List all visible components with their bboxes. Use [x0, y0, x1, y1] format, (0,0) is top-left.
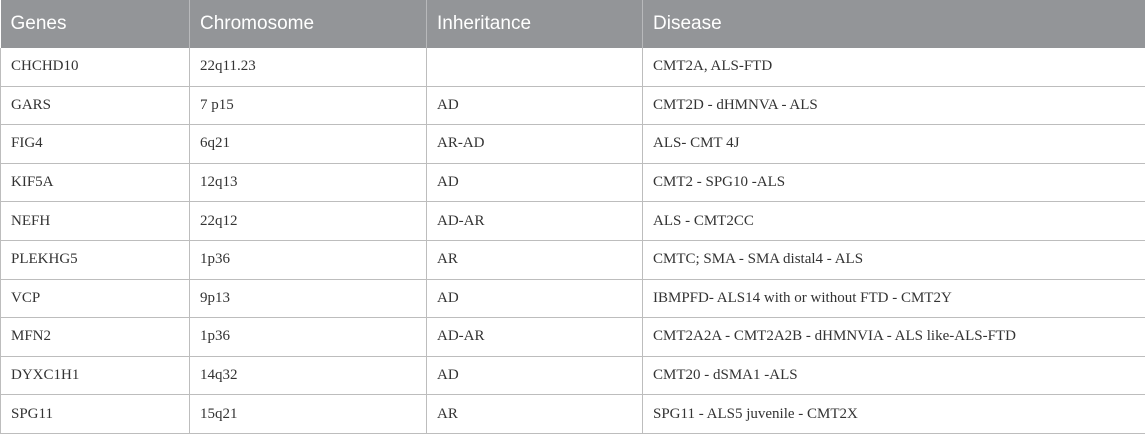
cell-chromosome: 22q12	[189, 201, 427, 241]
cell-gene: GARS	[0, 86, 190, 126]
cell-chromosome: 1p36	[189, 240, 427, 280]
cell-disease: CMT2A, ALS-FTD	[642, 48, 1145, 87]
cell-disease: CMT20 - dSMA1 -ALS	[642, 356, 1145, 396]
table-row: SPG11 15q21 AR SPG11 - ALS5 juvenile - C…	[0, 394, 1145, 434]
table-body: CHCHD10 22q11.23 CMT2A, ALS-FTD GARS 7 p…	[0, 48, 1145, 434]
table-row: FIG4 6q21 AR-AD ALS- CMT 4J	[0, 124, 1145, 164]
cell-inheritance: AR-AD	[426, 124, 643, 164]
cell-inheritance: AD-AR	[426, 201, 643, 241]
cell-chromosome: 14q32	[189, 356, 427, 396]
cell-gene: SPG11	[0, 394, 190, 434]
table-row: MFN2 1p36 AD-AR CMT2A2A - CMT2A2B - dHMN…	[0, 317, 1145, 357]
cell-chromosome: 7 p15	[189, 86, 427, 126]
cell-inheritance: AD-AR	[426, 317, 643, 357]
table-row: NEFH 22q12 AD-AR ALS - CMT2CC	[0, 201, 1145, 241]
table-row: CHCHD10 22q11.23 CMT2A, ALS-FTD	[0, 48, 1145, 87]
cell-disease: ALS- CMT 4J	[642, 124, 1145, 164]
cell-inheritance: AD	[426, 279, 643, 319]
cell-gene: CHCHD10	[0, 48, 190, 87]
column-header-genes: Genes	[0, 0, 190, 48]
column-header-chromosome: Chromosome	[189, 0, 427, 48]
table-row: KIF5A 12q13 AD CMT2 - SPG10 -ALS	[0, 163, 1145, 203]
cell-disease: IBMPFD- ALS14 with or without FTD - CMT2…	[642, 279, 1145, 319]
cell-chromosome: 15q21	[189, 394, 427, 434]
table-row: DYXC1H1 14q32 AD CMT20 - dSMA1 -ALS	[0, 356, 1145, 396]
cell-disease: CMTC; SMA - SMA distal4 - ALS	[642, 240, 1145, 280]
table-header: Genes Chromosome Inheritance Disease	[0, 0, 1145, 48]
cell-inheritance: AD	[426, 86, 643, 126]
column-header-disease: Disease	[642, 0, 1145, 48]
cell-chromosome: 1p36	[189, 317, 427, 357]
cell-inheritance	[426, 48, 643, 87]
table-row: PLEKHG5 1p36 AR CMTC; SMA - SMA distal4 …	[0, 240, 1145, 280]
cell-gene: NEFH	[0, 201, 190, 241]
table-row: GARS 7 p15 AD CMT2D - dHMNVA - ALS	[0, 86, 1145, 126]
cell-inheritance: AR	[426, 394, 643, 434]
cell-disease: SPG11 - ALS5 juvenile - CMT2X	[642, 394, 1145, 434]
cell-chromosome: 22q11.23	[189, 48, 427, 87]
cell-gene: PLEKHG5	[0, 240, 190, 280]
table-row: VCP 9p13 AD IBMPFD- ALS14 with or withou…	[0, 279, 1145, 319]
cell-disease: CMT2 - SPG10 -ALS	[642, 163, 1145, 203]
cell-disease: CMT2D - dHMNVA - ALS	[642, 86, 1145, 126]
column-header-inheritance: Inheritance	[426, 0, 643, 48]
cell-gene: VCP	[0, 279, 190, 319]
cell-disease: CMT2A2A - CMT2A2B - dHMNVIA - ALS like-A…	[642, 317, 1145, 357]
cell-chromosome: 12q13	[189, 163, 427, 203]
header-row: Genes Chromosome Inheritance Disease	[0, 0, 1145, 48]
cell-chromosome: 9p13	[189, 279, 427, 319]
cell-gene: KIF5A	[0, 163, 190, 203]
cell-chromosome: 6q21	[189, 124, 427, 164]
cell-inheritance: AD	[426, 163, 643, 203]
cell-gene: FIG4	[0, 124, 190, 164]
cell-disease: ALS - CMT2CC	[642, 201, 1145, 241]
cell-inheritance: AR	[426, 240, 643, 280]
cell-gene: MFN2	[0, 317, 190, 357]
cell-inheritance: AD	[426, 356, 643, 396]
cell-gene: DYXC1H1	[0, 356, 190, 396]
